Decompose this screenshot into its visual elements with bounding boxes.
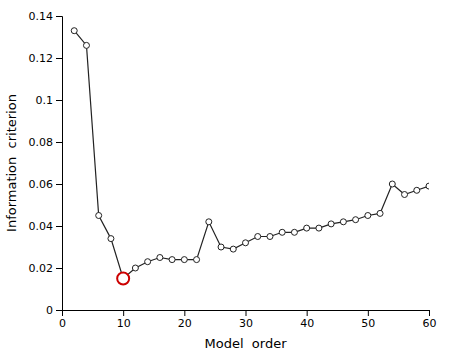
tick-mark (184, 310, 185, 316)
marker (402, 192, 408, 198)
marker (426, 183, 429, 189)
marker (267, 234, 273, 240)
tick-mark (123, 310, 124, 316)
marker (304, 225, 310, 231)
tick-mark (56, 268, 62, 269)
tick: 40 (300, 310, 314, 330)
tick-label: 50 (361, 317, 375, 330)
series (117, 273, 129, 285)
tick-label: 0 (46, 304, 53, 317)
tick-mark (307, 310, 308, 316)
highlight-marker (117, 273, 129, 285)
line (74, 31, 429, 279)
tick-mark (56, 58, 62, 59)
tick: 30 (239, 310, 253, 330)
tick: 10 (117, 310, 131, 330)
tick-label: 0.08 (29, 136, 54, 149)
marker (169, 257, 175, 263)
tick-label: 20 (178, 317, 192, 330)
marker (291, 229, 297, 235)
tick: 0.06 (29, 178, 63, 191)
tick: 0.04 (29, 220, 63, 233)
chart: 0 10 20 30 40 50 60 0 0.02 0.04 0.06 0.08 0.1 0.12 0.1… (0, 0, 451, 356)
marker (157, 255, 163, 261)
tick: 0 (59, 310, 66, 330)
marker (194, 257, 200, 263)
tick-mark (246, 310, 247, 316)
marker (206, 219, 212, 225)
marker (145, 259, 151, 265)
axis-line (63, 311, 430, 317)
marker (83, 42, 89, 48)
tick-label: 0.02 (29, 262, 54, 275)
axis-line (56, 17, 63, 311)
marker (71, 28, 77, 34)
tick: 0.02 (29, 262, 63, 275)
tick-label: 30 (239, 317, 253, 330)
tick: 60 (423, 310, 437, 330)
tick: 0.14 (29, 10, 63, 23)
marks (71, 28, 429, 285)
tick-label: 60 (423, 317, 437, 330)
tick-mark (429, 310, 430, 316)
tick-mark (368, 310, 369, 316)
tick-mark (56, 184, 62, 185)
tick-mark (56, 310, 62, 311)
marker (181, 257, 187, 263)
marker (279, 229, 285, 235)
tick-mark (56, 142, 62, 143)
plot: 0 10 20 30 40 50 60 0 0.02 0.04 0.06 0.08 0.1 0.12 0.1… (29, 10, 437, 330)
series (71, 28, 429, 282)
marker (414, 187, 420, 193)
marker (132, 265, 138, 271)
marker (230, 246, 236, 252)
marker (389, 181, 395, 187)
marker (353, 217, 359, 223)
tick-mark (56, 226, 62, 227)
x-axis: 0 10 20 30 40 50 60 (59, 310, 437, 330)
tick-label: 40 (300, 317, 314, 330)
marker (108, 236, 114, 242)
tick: 50 (361, 310, 375, 330)
tick: 0 (46, 304, 62, 317)
tick: 0.12 (29, 52, 63, 65)
marker (316, 225, 322, 231)
tick-label: 0.14 (29, 10, 54, 23)
marker (96, 213, 102, 219)
marker (365, 213, 371, 219)
tick: 20 (178, 310, 192, 330)
tick-label: 0.06 (29, 178, 54, 191)
marker (255, 234, 261, 240)
marker (328, 221, 334, 227)
tick: 0.1 (36, 94, 63, 107)
marker (340, 219, 346, 225)
marker (218, 244, 224, 250)
y-axis-title: Information criterion (4, 94, 19, 232)
tick-mark (56, 100, 62, 101)
tick-label: 0 (59, 317, 66, 330)
y-axis: 0 0.02 0.04 0.06 0.08 0.1 0.12 0.14 (29, 10, 63, 317)
marker (377, 210, 383, 216)
marker (243, 240, 249, 246)
tick-label: 0.04 (29, 220, 54, 233)
tick: 0.08 (29, 136, 63, 149)
tick-mark (56, 16, 62, 17)
tick-label: 0.1 (36, 94, 54, 107)
tick-label: 10 (117, 317, 131, 330)
tick-label: 0.12 (29, 52, 54, 65)
x-axis-title: Model order (205, 336, 288, 351)
